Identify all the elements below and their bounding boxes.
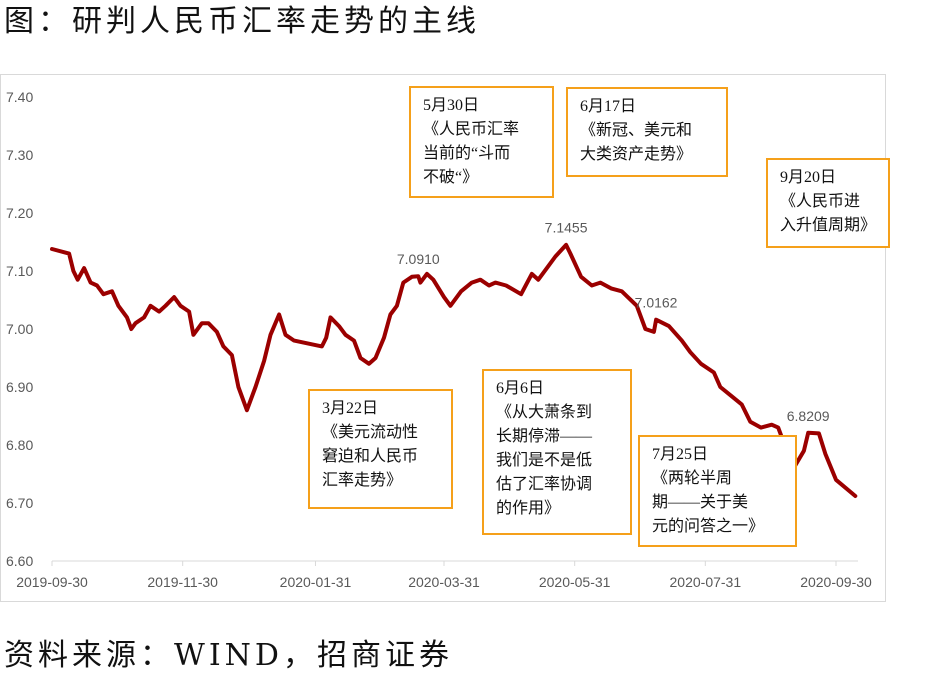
x-tick-label: 2019-09-30 xyxy=(16,574,88,590)
y-tick-label: 6.60 xyxy=(6,553,33,569)
figure-title: 图：研判人民币汇率走势的主线 xyxy=(4,4,480,39)
x-tick-label: 2020-03-31 xyxy=(408,574,480,590)
annotation-jun6: 6月6日《从大萧条到 长期停滞—— 我们是不是低 估了汇率协调 的作用》 xyxy=(482,369,632,535)
annotation-line: 3月22日 xyxy=(322,400,379,417)
data-label: 7.0162 xyxy=(635,295,678,311)
annotation-line: 9月20日 xyxy=(780,169,837,186)
annotation-line: 元的问答之一》 xyxy=(652,518,765,535)
y-tick-label: 7.10 xyxy=(6,263,33,279)
annotation-line: 估了汇率协调 xyxy=(496,476,593,493)
y-axis: 7.40 7.30 7.20 7.10 7.00 6.90 6.80 6.70 6.60 xyxy=(6,89,33,569)
y-tick-label: 7.00 xyxy=(6,321,33,337)
annotation-jun17: 6月17日《新冠、美元和 大类资产走势》 xyxy=(566,87,728,177)
annotation-line: 5月30日 xyxy=(423,97,480,114)
annotation-line: 的作用》 xyxy=(496,500,561,517)
y-tick-label: 6.90 xyxy=(6,379,33,395)
annotation-line: 当前的“斗而 xyxy=(423,145,511,162)
annotation-line: 入升值周期》 xyxy=(780,217,877,234)
x-axis: 2019-09-30 2019-11-30 2020-01-31 2020-03-31… xyxy=(16,560,872,590)
y-tick-label: 7.20 xyxy=(6,205,33,221)
annotation-line: 期——关于美 xyxy=(652,494,749,511)
data-labels: 7.0910 7.1455 7.0162 6.8209 xyxy=(397,220,830,424)
annotation-may30: 5月30日《人民币汇率 当前的“斗而 不破“》 xyxy=(409,86,554,198)
annotation-line: 《美元流动性 xyxy=(322,424,419,441)
annotation-line: 6月17日 xyxy=(580,98,637,115)
data-label: 7.0910 xyxy=(397,251,440,267)
annotation-line: 《人民币进 xyxy=(780,193,861,210)
annotation-line: 不破“》 xyxy=(423,169,479,186)
annotation-line: 《两轮半周 xyxy=(652,470,733,487)
source-note: 资料来源：WIND，招商证券 xyxy=(4,638,453,673)
annotation-line: 《人民币汇率 xyxy=(423,121,520,138)
annotation-line: 我们是不是低 xyxy=(496,452,593,469)
annotation-line: 长期停滞—— xyxy=(496,428,593,445)
annotation-line: 大类资产走势》 xyxy=(580,146,693,163)
data-label: 6.8209 xyxy=(787,408,830,424)
annotation-line: 汇率走势》 xyxy=(322,472,403,489)
annotation-line: 7月25日 xyxy=(652,446,709,463)
annotation-jul25: 7月25日《两轮半周期——关于美 元的问答之一》 xyxy=(638,435,797,547)
x-tick-label: 2020-09-30 xyxy=(800,574,872,590)
annotation-line: 《从大萧条到 xyxy=(496,404,593,421)
annotation-line: 窘迫和人民币 xyxy=(322,448,419,465)
x-tick-label: 2020-01-31 xyxy=(280,574,352,590)
y-tick-label: 6.70 xyxy=(6,495,33,511)
annotation-sep20: 9月20日《人民币进入升值周期》 xyxy=(766,158,890,248)
data-label: 7.1455 xyxy=(545,220,588,236)
x-tick-label: 2020-07-31 xyxy=(670,574,742,590)
annotation-line: 6月6日 xyxy=(496,380,545,397)
y-tick-label: 7.30 xyxy=(6,147,33,163)
annotation-mar22: 3月22日《美元流动性 窘迫和人民币 汇率走势》 xyxy=(308,389,453,509)
usd-cny-line xyxy=(50,242,858,498)
annotation-line: 《新冠、美元和 xyxy=(580,122,693,139)
x-tick-label: 2019-11-30 xyxy=(147,574,218,590)
y-tick-label: 6.80 xyxy=(6,437,33,453)
x-tick-label: 2020-05-31 xyxy=(539,574,611,590)
y-tick-label: 7.40 xyxy=(6,89,33,105)
